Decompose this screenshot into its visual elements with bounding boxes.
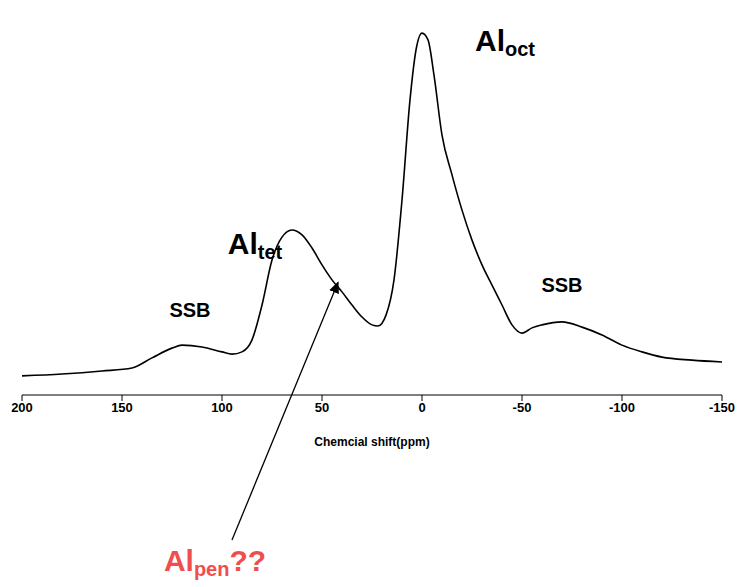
- svg-text:SSB: SSB: [541, 274, 582, 296]
- svg-text:-100: -100: [609, 400, 635, 415]
- svg-text:-50: -50: [513, 400, 532, 415]
- svg-text:Chemcial shift(ppm): Chemcial shift(ppm): [314, 435, 429, 449]
- svg-text:150: 150: [111, 400, 133, 415]
- svg-text:50: 50: [315, 400, 329, 415]
- svg-text:0: 0: [418, 400, 425, 415]
- svg-text:-150: -150: [709, 400, 735, 415]
- svg-text:100: 100: [211, 400, 233, 415]
- svg-text:SSB: SSB: [169, 299, 210, 321]
- svg-text:Aloct: Aloct: [475, 23, 535, 60]
- svg-text:Alpen??: Alpen??: [164, 544, 266, 581]
- svg-text:200: 200: [11, 400, 33, 415]
- svg-text:Altet: Altet: [228, 227, 283, 264]
